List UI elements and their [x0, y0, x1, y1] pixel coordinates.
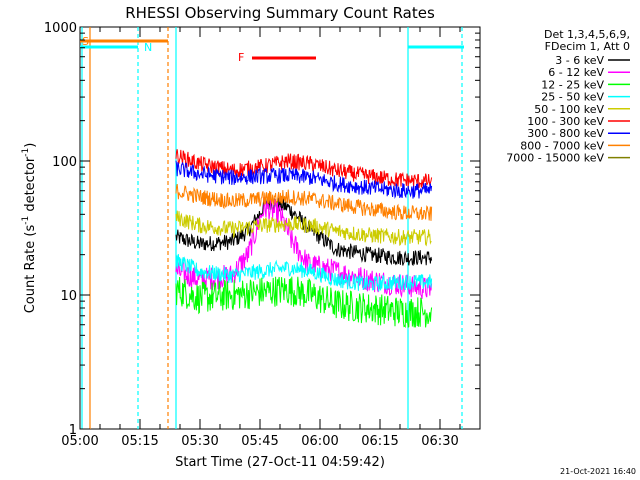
annotation-label-F: F: [238, 51, 244, 64]
legend-header: FDecim 1, Att 0: [545, 40, 630, 53]
legend-label: 3 - 6 keV: [555, 54, 604, 67]
annotation-bars: S N F: [80, 35, 464, 64]
legend: Det 1,3,4,5,6,9,FDecim 1, Att 03 - 6 keV…: [506, 28, 630, 165]
y-tick-label: 1: [69, 423, 77, 438]
annotation-label-N: N: [144, 41, 152, 54]
series-line-4: [175, 210, 432, 247]
y-tick-label: 10: [60, 289, 77, 304]
legend-label: 12 - 25 keV: [541, 78, 604, 91]
legend-label: 800 - 7000 keV: [520, 139, 604, 152]
legend-header: Det 1,3,4,5,6,9,: [544, 28, 630, 41]
legend-label: 100 - 300 keV: [527, 115, 604, 128]
legend-label: 50 - 100 keV: [534, 103, 604, 116]
orbit-markers: [81, 27, 463, 429]
x-tick-label: 06:00: [301, 434, 338, 449]
plot-frame: [79, 26, 481, 430]
series-line-3: [175, 253, 433, 292]
x-axis-label: Start Time (27-Oct-11 04:59:42): [175, 455, 385, 470]
y-label-main: Count Rate (s: [23, 225, 38, 314]
x-tick-label: 06:15: [361, 434, 398, 449]
series-line-2: [175, 276, 433, 329]
y-axis-label: Count Rate (s-1 detector-1): [21, 143, 38, 314]
legend-label: 25 - 50 keV: [541, 91, 604, 104]
y-label-end: ): [23, 143, 38, 148]
legend-label: 6 - 12 keV: [548, 66, 604, 79]
y-tick-label: 100: [52, 155, 77, 170]
y-label-sup2: -1: [21, 148, 31, 157]
y-label-mid: detector: [23, 156, 38, 216]
series-lines: [175, 149, 433, 329]
series-line-7: [175, 183, 433, 221]
x-tick-label: 05:15: [121, 434, 158, 449]
x-axis: 05:00 05:15 05:30 05:45 06:00 06:15 06:30: [61, 27, 481, 449]
x-tick-label: 05:30: [181, 434, 218, 449]
legend-label: 7000 - 15000 keV: [506, 152, 604, 165]
y-label-sup1: -1: [21, 216, 31, 225]
series-line-6: [175, 160, 433, 199]
legend-label: 300 - 800 keV: [527, 127, 604, 140]
footer-date: 21-Oct-2021 16:40: [560, 467, 636, 476]
series-line-5: [175, 149, 433, 189]
x-tick-label: 05:00: [61, 434, 98, 449]
x-tick-label: 05:45: [241, 434, 278, 449]
chart-title: RHESSI Observing Summary Count Rates: [125, 4, 435, 22]
y-axis: 1 10 100 1000: [44, 21, 480, 438]
x-tick-label: 06:30: [421, 434, 458, 449]
y-tick-label: 1000: [44, 21, 77, 36]
annotation-label-S: S: [82, 35, 89, 48]
